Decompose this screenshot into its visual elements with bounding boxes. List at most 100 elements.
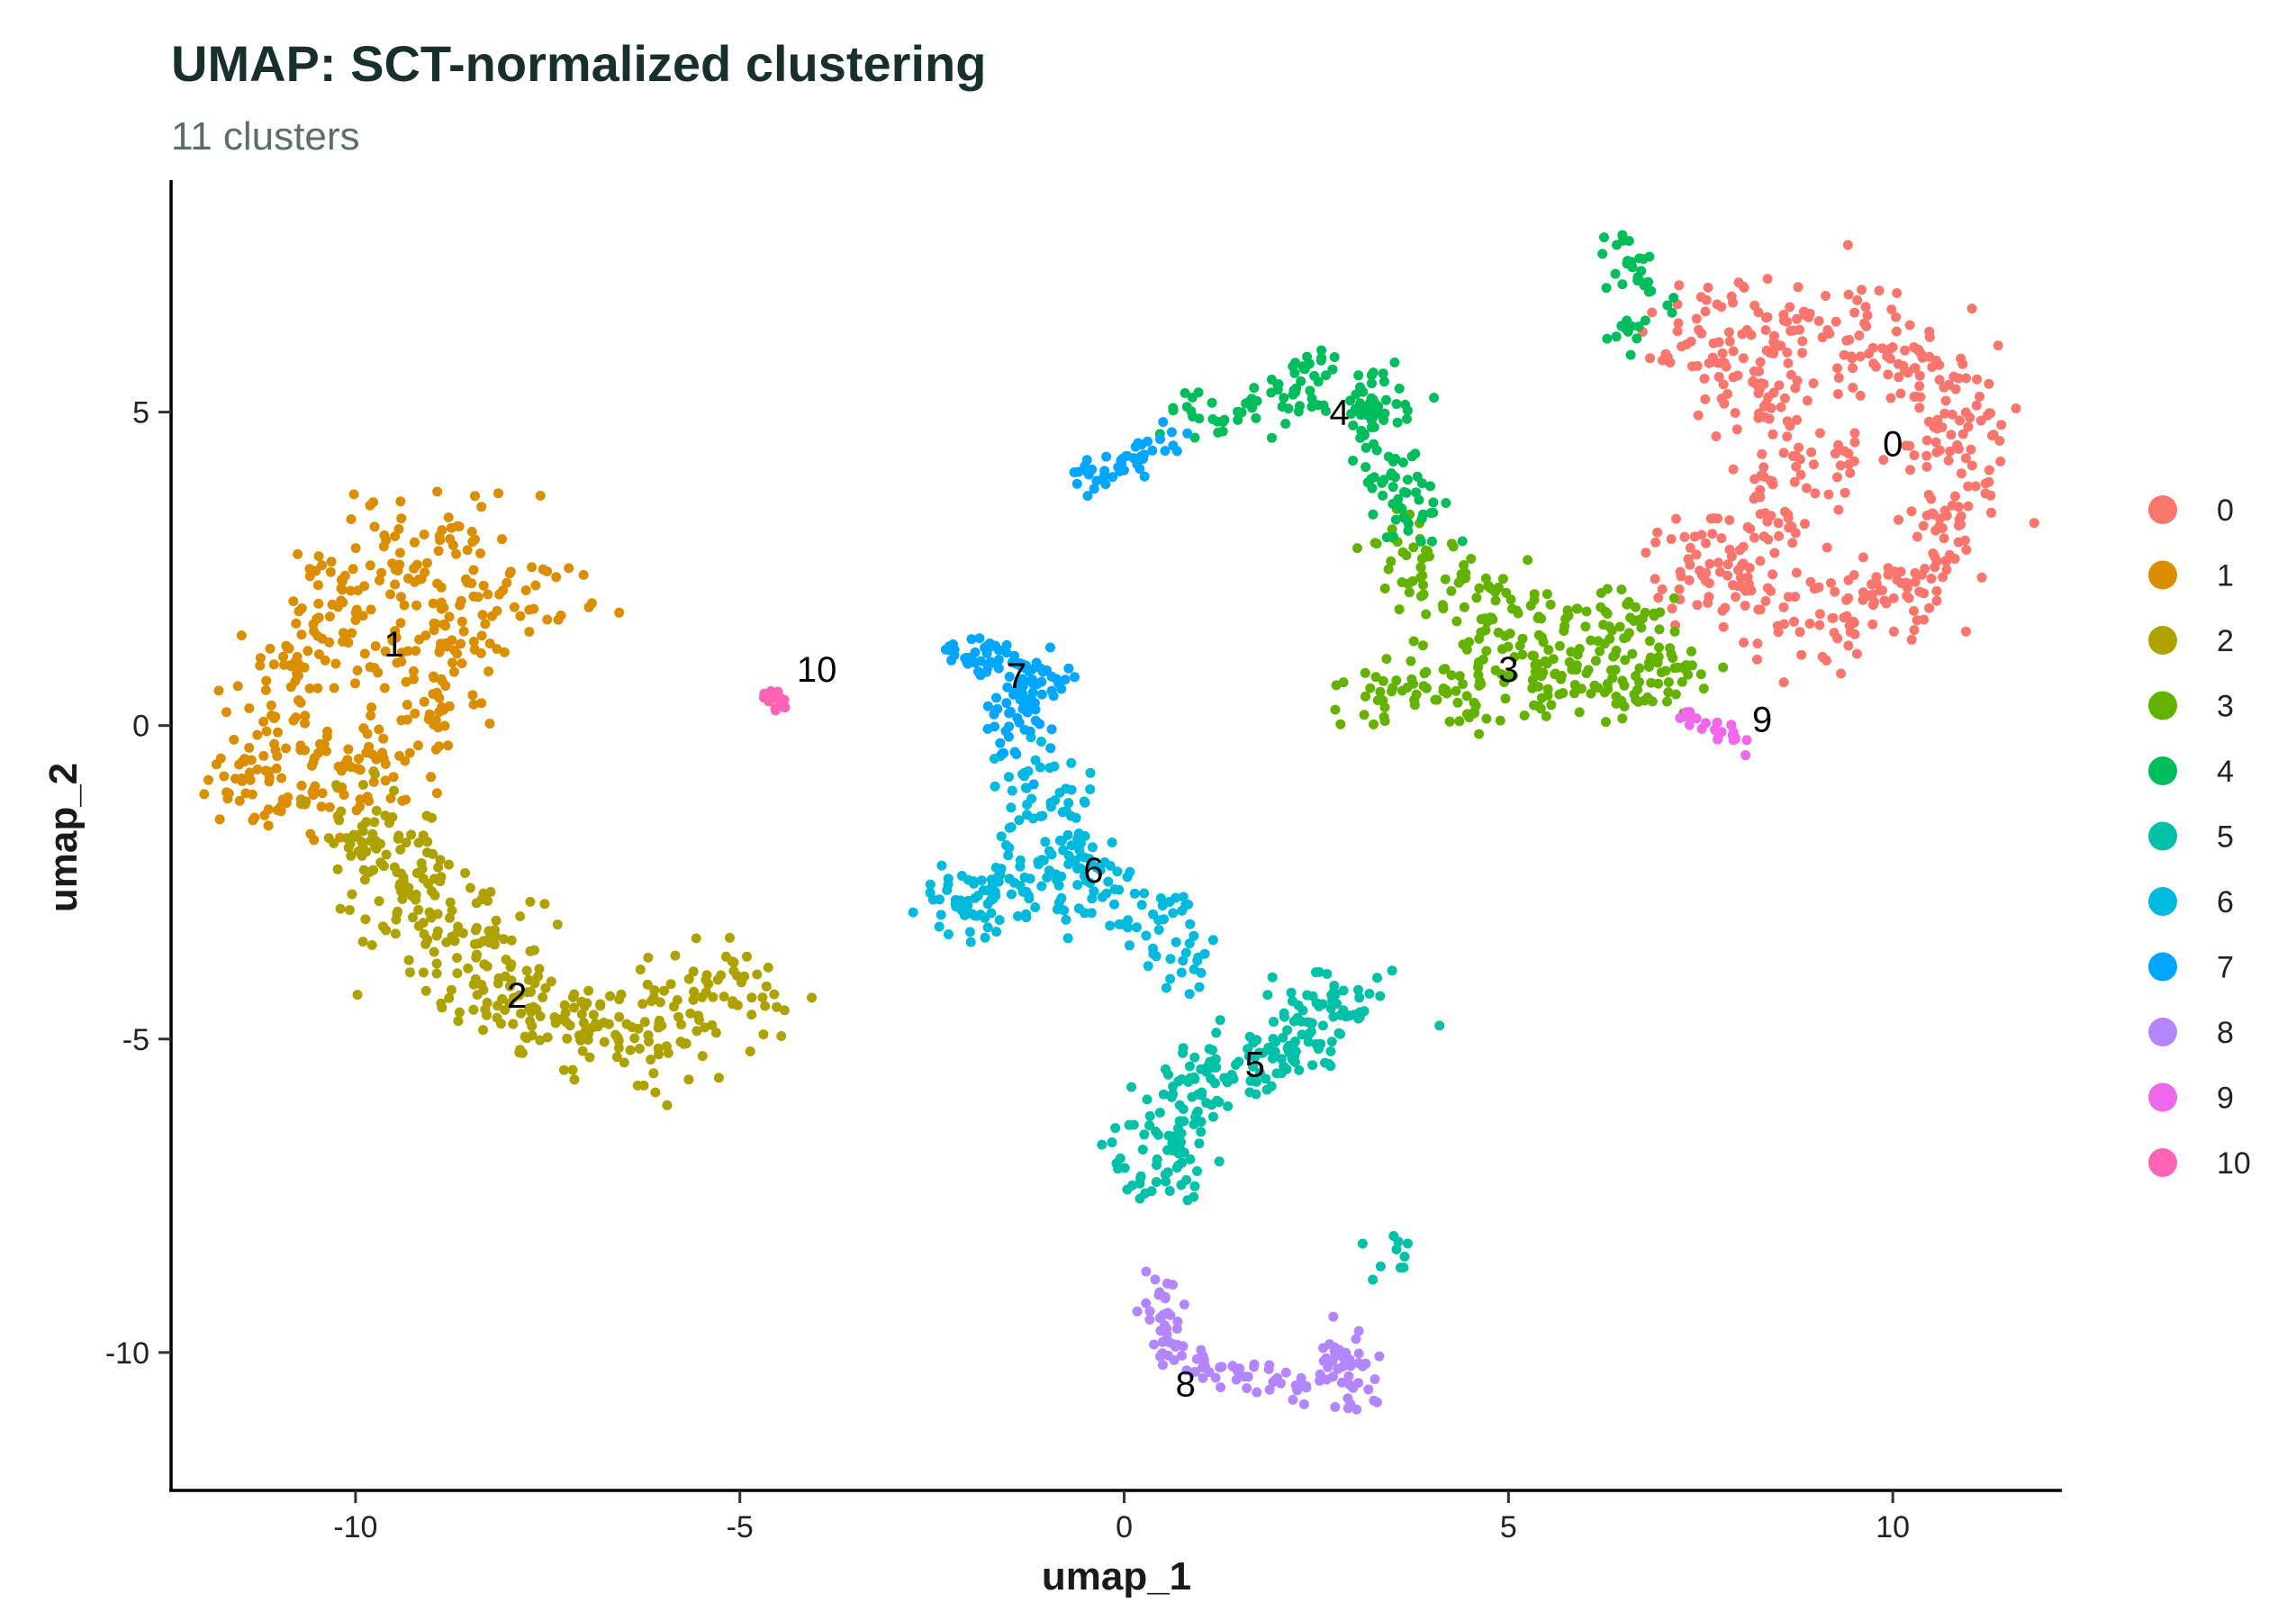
point bbox=[1072, 864, 1083, 874]
point bbox=[1791, 461, 1802, 472]
point bbox=[1910, 567, 1921, 578]
point bbox=[493, 978, 503, 989]
point bbox=[546, 976, 556, 987]
point bbox=[1105, 920, 1116, 931]
point bbox=[1001, 840, 1011, 850]
point bbox=[1151, 1177, 1162, 1187]
point bbox=[2011, 403, 2021, 413]
point bbox=[394, 548, 405, 558]
point bbox=[1027, 675, 1038, 685]
point bbox=[1015, 658, 1026, 668]
point bbox=[1338, 985, 1349, 996]
point bbox=[1858, 552, 1868, 563]
point bbox=[1053, 873, 1062, 883]
point bbox=[1459, 560, 1469, 570]
point bbox=[1317, 1020, 1328, 1031]
point bbox=[1171, 1324, 1182, 1334]
point bbox=[357, 780, 368, 790]
point bbox=[1378, 675, 1388, 686]
point bbox=[489, 925, 500, 936]
point bbox=[1621, 632, 1632, 643]
point bbox=[1841, 611, 1852, 621]
x-tick-label: -10 bbox=[333, 1510, 377, 1544]
point bbox=[1421, 683, 1432, 693]
point bbox=[1905, 465, 1916, 475]
point bbox=[1481, 646, 1492, 657]
point bbox=[1277, 1068, 1288, 1079]
point bbox=[1722, 570, 1733, 581]
point bbox=[1110, 1123, 1121, 1134]
point bbox=[1194, 982, 1205, 992]
point bbox=[1121, 451, 1131, 461]
point bbox=[219, 771, 230, 782]
point bbox=[1207, 397, 1217, 408]
point bbox=[643, 952, 654, 963]
point bbox=[1638, 254, 1649, 265]
point bbox=[1306, 1018, 1317, 1028]
point bbox=[447, 635, 457, 646]
point bbox=[258, 750, 269, 761]
point bbox=[713, 1073, 724, 1083]
point bbox=[1314, 1001, 1324, 1011]
point bbox=[281, 743, 292, 754]
point bbox=[1479, 613, 1490, 624]
point bbox=[1821, 656, 1831, 666]
point bbox=[1244, 1087, 1255, 1098]
point bbox=[1249, 1075, 1260, 1086]
point bbox=[1278, 1032, 1288, 1043]
point bbox=[1938, 572, 1948, 583]
point bbox=[659, 985, 669, 996]
point bbox=[1007, 785, 1017, 796]
point bbox=[505, 566, 516, 577]
x-tick-label: 10 bbox=[1876, 1510, 1910, 1544]
point bbox=[313, 612, 324, 623]
point bbox=[763, 962, 773, 973]
point bbox=[452, 968, 463, 979]
point bbox=[326, 557, 337, 567]
point bbox=[1429, 393, 1440, 403]
point bbox=[1085, 767, 1096, 778]
point bbox=[498, 585, 509, 595]
point bbox=[584, 1052, 595, 1063]
point bbox=[387, 635, 398, 646]
point bbox=[255, 653, 266, 664]
point bbox=[436, 998, 447, 1009]
point bbox=[720, 951, 731, 962]
point bbox=[1749, 494, 1759, 504]
point bbox=[1360, 462, 1371, 473]
point bbox=[1296, 376, 1306, 386]
point bbox=[1589, 680, 1600, 691]
point bbox=[477, 610, 488, 620]
point bbox=[673, 1011, 683, 1022]
point bbox=[1939, 408, 1950, 419]
point bbox=[1155, 1351, 1165, 1362]
point bbox=[967, 909, 978, 919]
point bbox=[1652, 527, 1663, 538]
point bbox=[683, 974, 694, 984]
point bbox=[649, 985, 660, 995]
point bbox=[313, 551, 324, 562]
point bbox=[1454, 716, 1465, 727]
point bbox=[1001, 698, 1012, 709]
point bbox=[378, 753, 389, 764]
point bbox=[264, 776, 275, 787]
point bbox=[395, 592, 406, 602]
point bbox=[423, 714, 434, 724]
point bbox=[974, 633, 985, 644]
point bbox=[1871, 572, 1882, 583]
point bbox=[1328, 1011, 1339, 1022]
point bbox=[637, 999, 648, 1010]
point bbox=[1152, 1154, 1162, 1164]
point bbox=[1755, 556, 1766, 566]
point bbox=[1315, 1369, 1325, 1380]
point bbox=[1616, 584, 1627, 595]
point bbox=[439, 720, 450, 731]
point bbox=[387, 558, 398, 569]
point bbox=[1885, 344, 1895, 355]
point bbox=[1242, 1383, 1252, 1393]
point bbox=[1163, 1069, 1173, 1080]
point bbox=[956, 871, 967, 881]
point bbox=[1900, 345, 1911, 356]
point bbox=[416, 574, 427, 584]
point bbox=[470, 491, 480, 502]
